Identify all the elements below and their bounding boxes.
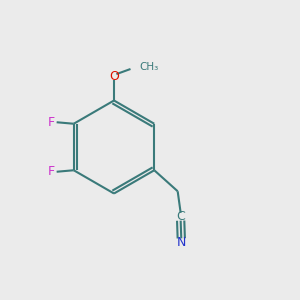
Text: C: C: [176, 210, 185, 223]
Text: F: F: [48, 165, 55, 178]
Text: O: O: [109, 70, 119, 83]
Text: F: F: [48, 116, 55, 129]
Text: CH₃: CH₃: [139, 62, 158, 72]
Text: N: N: [177, 236, 186, 249]
